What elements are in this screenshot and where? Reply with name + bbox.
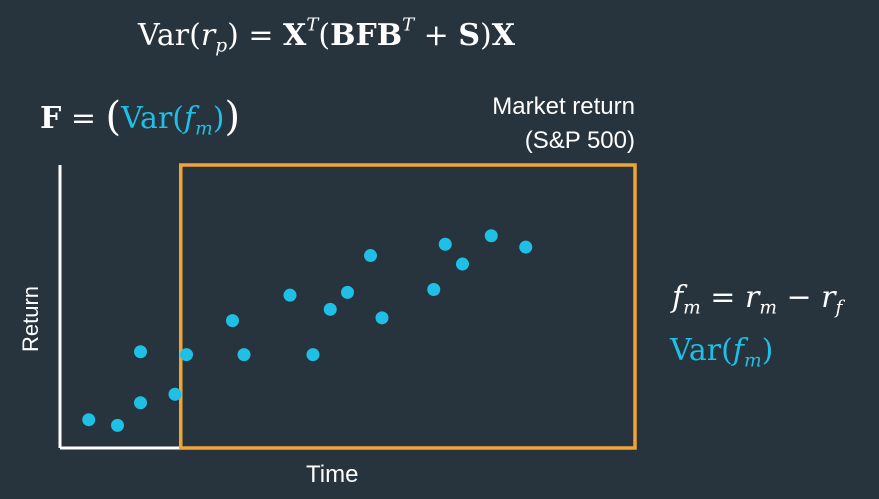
close-big-paren: ) — [224, 94, 241, 140]
data-point — [226, 314, 239, 328]
data-point — [306, 348, 320, 362]
data-point — [456, 257, 469, 271]
m-subscript: m — [195, 118, 213, 140]
data-point — [82, 413, 96, 427]
var-fm: Var(fm) — [121, 101, 225, 138]
data-point — [134, 345, 147, 359]
market-return-legend: Market return (S&P 500) — [455, 90, 635, 158]
data-point — [237, 348, 251, 362]
data-point — [180, 348, 193, 362]
data-point — [283, 288, 297, 302]
f-symbol: f — [672, 280, 684, 315]
transpose-1: T — [306, 14, 319, 36]
data-point — [375, 311, 389, 325]
data-point — [519, 240, 533, 254]
data-point — [341, 285, 354, 299]
close-inner-paren: ) — [212, 101, 225, 136]
data-point — [364, 249, 377, 263]
open-big-paren: ( — [105, 94, 122, 140]
rf-subscript: f — [835, 297, 843, 319]
y-axis-label: Return — [18, 285, 43, 352]
factor-definition-formula: fm = rm − rf — [672, 280, 842, 317]
close-paren: ) — [761, 333, 774, 368]
data-point — [111, 418, 124, 432]
data-point — [134, 396, 147, 410]
f-matrix: F — [40, 101, 62, 136]
equals: = — [61, 101, 106, 136]
data-point — [438, 237, 452, 251]
data-point — [323, 302, 337, 316]
f-symbol: f — [183, 101, 196, 136]
x-matrix: X — [283, 18, 307, 53]
r-symbol-2: r — [821, 280, 836, 315]
portfolio-variance-formula: Var(rp) = XT(BFBT + S)X — [138, 14, 515, 57]
factor-matrix-formula: F = (Var(fm)) — [40, 92, 241, 140]
x-axis-label: Time — [306, 461, 359, 488]
legend-line-1: Market return — [492, 93, 635, 120]
p-subscript: p — [215, 35, 228, 57]
var-text: Var — [138, 18, 190, 53]
x-matrix-2: X — [491, 18, 515, 53]
equals: = — [700, 280, 745, 315]
rm-subscript: m — [759, 297, 777, 319]
plus: + — [414, 18, 459, 53]
equals: = — [238, 18, 284, 53]
r-symbol: r — [744, 280, 760, 315]
fm-subscript: m — [683, 297, 701, 319]
data-points — [82, 229, 533, 432]
minus: − — [776, 280, 822, 315]
data-point — [484, 229, 498, 243]
data-point — [427, 283, 441, 297]
var-text: Var( — [121, 101, 184, 136]
factor-variance-formula: Var(fm) — [670, 333, 774, 370]
var-text: Var( — [670, 333, 733, 368]
market-return-highlight-box — [179, 163, 637, 450]
legend-line-2: (S&P 500) — [524, 127, 635, 154]
data-point — [168, 387, 182, 401]
close-paren: ) — [479, 18, 492, 53]
open-paren: ( — [318, 18, 331, 53]
bfb-matrices: BFB — [330, 18, 403, 53]
m-subscript: m — [743, 350, 762, 372]
transpose-2: T — [402, 14, 415, 36]
f-symbol: f — [732, 333, 744, 368]
s-matrix: S — [458, 18, 480, 53]
r-symbol: r — [200, 18, 216, 53]
